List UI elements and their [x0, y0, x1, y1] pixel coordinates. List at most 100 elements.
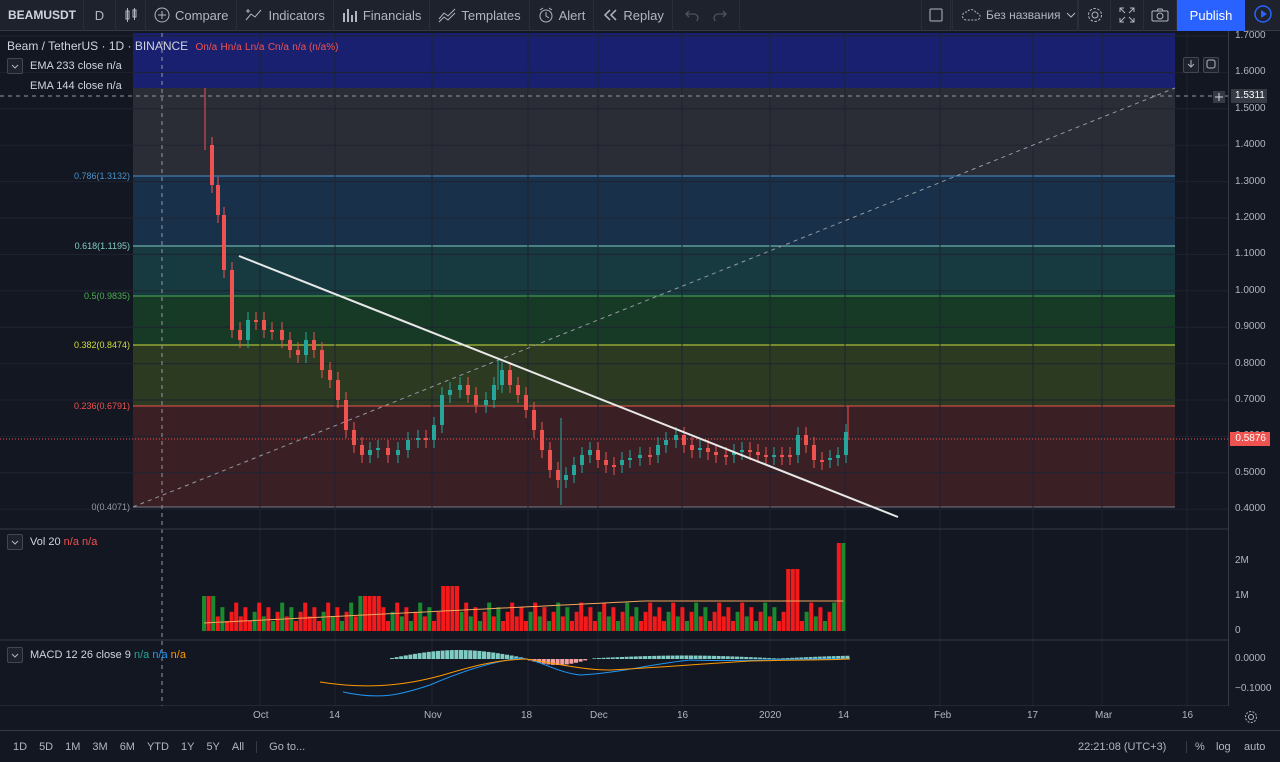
candle-body: [320, 350, 324, 370]
volume-bar: [703, 607, 708, 631]
candle-body: [304, 340, 308, 355]
volume-legend[interactable]: Vol 20 n/a n/a: [30, 536, 97, 548]
macd-legend[interactable]: MACD 12 26 close 9 n/a n/a n/a: [30, 649, 186, 661]
fullscreen-button[interactable]: [1111, 0, 1144, 31]
macd-histogram-bar: [546, 659, 551, 665]
percent-toggle[interactable]: %: [1186, 740, 1211, 753]
volume-bar: [363, 596, 367, 631]
macd-histogram-bar: [808, 656, 813, 659]
volume-bar: [597, 611, 602, 631]
templates-button[interactable]: Templates: [430, 0, 530, 31]
log-toggle[interactable]: log: [1216, 740, 1231, 753]
collapse-volume-button[interactable]: [7, 534, 23, 550]
volume-bar: [376, 596, 381, 631]
volume-bar: [616, 621, 620, 631]
undo-redo-group: [673, 0, 740, 31]
indicators-button[interactable]: Indicators: [237, 0, 334, 31]
candle-body: [580, 455, 584, 465]
range-1m[interactable]: 1M: [65, 740, 81, 753]
trend-line[interactable]: [238, 255, 899, 518]
range-5y[interactable]: 5Y: [206, 740, 220, 753]
volume-bar: [491, 616, 496, 631]
price-axis[interactable]: [1228, 31, 1280, 706]
range-1y[interactable]: 1Y: [180, 740, 195, 753]
macd-histogram-bar: [606, 657, 611, 659]
volume-bar: [781, 611, 786, 631]
main-chart-canvas[interactable]: [0, 31, 1228, 706]
maximize-pane-button[interactable]: [1203, 57, 1219, 73]
volume-bar: [786, 569, 791, 631]
volume-bar: [620, 611, 625, 631]
macd-hist-value: n/a: [133, 649, 150, 661]
compare-button[interactable]: Compare: [146, 0, 238, 31]
templates-icon: [438, 7, 456, 23]
range-all[interactable]: All: [231, 740, 245, 753]
collapse-macd-button[interactable]: [7, 647, 23, 663]
range-1d[interactable]: 1D: [13, 740, 28, 753]
volume-bar: [671, 602, 676, 631]
candle-body: [724, 455, 728, 457]
candle-body: [424, 438, 428, 440]
macd-histogram-bar: [495, 653, 500, 659]
replay-button[interactable]: Replay: [594, 0, 673, 31]
ema233-legend[interactable]: EMA 233 close n/a: [30, 60, 122, 72]
volume-bar: [731, 621, 735, 631]
play-button[interactable]: [1245, 0, 1280, 31]
scroll-down-button[interactable]: [1183, 57, 1199, 73]
macd-histogram-bar: [730, 656, 735, 659]
alert-button[interactable]: Alert: [530, 0, 595, 31]
chart-settings-button[interactable]: [1244, 710, 1258, 727]
undo-icon[interactable]: [684, 9, 699, 21]
interval-button[interactable]: D: [84, 0, 116, 31]
publish-button[interactable]: Publish: [1177, 0, 1245, 31]
ema144-legend[interactable]: EMA 144 close n/a: [30, 80, 122, 92]
volume-bar: [726, 607, 731, 631]
clock-label[interactable]: 22:21:08 (UTC+3): [1078, 740, 1167, 753]
macd-histogram-bar: [505, 654, 509, 659]
candle-body: [732, 452, 736, 455]
layout-select-button[interactable]: [921, 0, 951, 31]
candle-body: [714, 452, 718, 455]
macd-histogram-bar: [804, 657, 808, 659]
volume-bar: [749, 607, 754, 631]
volume-bar: [464, 602, 469, 631]
collapse-legend-button[interactable]: [7, 58, 23, 74]
financials-button[interactable]: Financials: [334, 0, 431, 31]
candle-body: [812, 445, 816, 460]
range-ytd[interactable]: YTD: [146, 740, 169, 753]
volume-bar: [266, 607, 271, 631]
close-value: Cn/a: [267, 42, 289, 53]
time-axis-label: Mar: [1095, 710, 1113, 721]
settings-button[interactable]: [1078, 0, 1111, 31]
candle-body: [352, 430, 356, 445]
macd-histogram-bar: [679, 655, 684, 659]
bottom-toolbar: 1D 5D 1M 3M 6M YTD 1Y 5Y All Go to... 22…: [0, 730, 1280, 762]
macd-histogram-bar: [831, 656, 836, 659]
volume-axis-label: 0: [1235, 625, 1241, 636]
candle-body: [604, 460, 608, 465]
volume-bar: [468, 616, 473, 631]
volume-bar: [381, 607, 386, 631]
macd-histogram-bar: [422, 652, 427, 659]
volume-bar: [399, 616, 404, 631]
chevron-down-icon: [11, 648, 19, 662]
volume-bar: [841, 543, 846, 631]
layout-name-button[interactable]: Без названия: [952, 0, 1078, 31]
range-3m[interactable]: 3M: [92, 740, 108, 753]
range-6m[interactable]: 6M: [119, 740, 135, 753]
volume-bar: [298, 611, 303, 631]
candle-body: [682, 435, 686, 445]
macd-histogram-bar: [666, 655, 670, 659]
snapshot-button[interactable]: [1144, 0, 1177, 31]
volume-bar: [832, 602, 837, 631]
symbol-search[interactable]: BEAMUSDT: [0, 0, 84, 31]
fib-trend-line[interactable]: [132, 87, 1176, 508]
auto-toggle[interactable]: auto: [1244, 740, 1266, 753]
goto-button[interactable]: Go to...: [256, 740, 311, 753]
redo-icon[interactable]: [713, 9, 727, 21]
price-axis-label: 0.7000: [1235, 394, 1266, 405]
add-alert-plus-button[interactable]: [1213, 91, 1225, 103]
range-5d[interactable]: 5D: [39, 740, 54, 753]
candle-body: [296, 350, 300, 355]
chart-type-button[interactable]: [116, 0, 146, 31]
